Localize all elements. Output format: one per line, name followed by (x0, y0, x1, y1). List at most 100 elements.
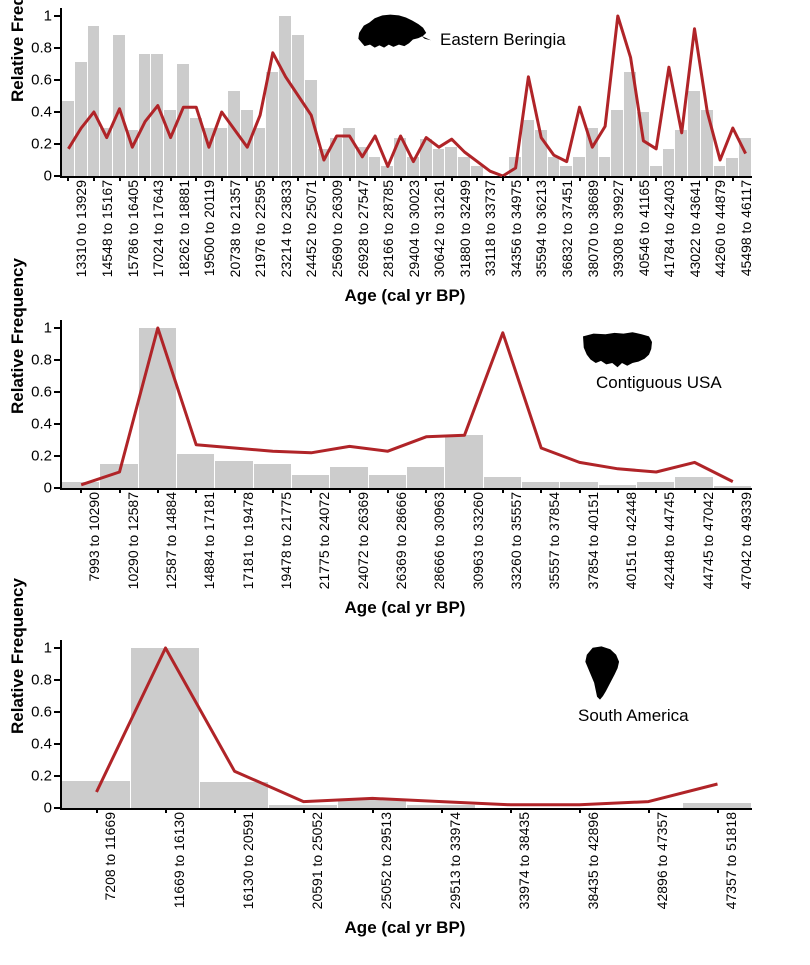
x-axis-title: Age (cal yr BP) (255, 286, 555, 306)
y-tick-mark (54, 807, 60, 809)
x-tick-label: 37854 to 40151 (586, 492, 600, 589)
x-tick-label: 40151 to 42448 (624, 492, 638, 589)
y-tick-label: 0.8 (31, 40, 52, 57)
x-tick-mark (502, 488, 504, 493)
x-tick-label: 45498 to 46117 (739, 180, 753, 276)
y-tick-mark (54, 391, 60, 393)
x-tick-mark (732, 488, 734, 493)
x-tick-label: 24452 to 25071 (304, 180, 318, 277)
y-tick-label: 0.4 (31, 104, 52, 121)
y-tick-label: 0.2 (31, 448, 52, 465)
y-tick-label: 0 (44, 480, 52, 497)
x-tick-label: 42448 to 44745 (662, 492, 676, 589)
y-tick-label: 0.6 (31, 704, 52, 721)
x-tick-label: 14884 to 17181 (202, 492, 216, 589)
x-tick-label: 26928 to 27547 (356, 180, 370, 277)
x-tick-mark (246, 176, 248, 181)
x-tick-mark (681, 176, 683, 181)
x-tick-label: 44260 to 44879 (713, 180, 727, 277)
y-tick-mark (54, 175, 60, 177)
usa-icon (580, 328, 655, 370)
x-tick-mark (694, 488, 696, 493)
y-tick-label: 0.4 (31, 736, 52, 753)
y-tick-label: 0.8 (31, 672, 52, 689)
x-tick-mark (93, 176, 95, 181)
x-tick-mark (706, 176, 708, 181)
x-tick-label: 20738 to 21357 (228, 180, 242, 277)
x-tick-label: 14548 to 15167 (100, 180, 114, 277)
x-tick-mark (119, 488, 121, 493)
x-tick-mark (502, 176, 504, 181)
x-tick-label: 18262 to 18881 (177, 180, 191, 277)
x-tick-label: 34356 to 34975 (509, 180, 523, 277)
y-tick-label: 0.2 (31, 768, 52, 785)
x-tick-mark (96, 808, 98, 813)
x-tick-label: 28166 to 28785 (381, 180, 395, 277)
x-tick-label: 28666 to 30963 (432, 492, 446, 589)
region-label: Contiguous USA (596, 373, 722, 393)
x-tick-label: 25052 to 29513 (379, 812, 393, 909)
x-tick-mark (617, 488, 619, 493)
y-tick-mark (54, 743, 60, 745)
x-tick-mark (441, 808, 443, 813)
x-axis-title: Age (cal yr BP) (255, 598, 555, 618)
x-tick-label: 15786 to 16405 (126, 180, 140, 277)
x-tick-label: 17024 to 17643 (151, 180, 165, 277)
y-axis-title: Relative Frequency (8, 82, 28, 102)
x-tick-label: 35557 to 37854 (547, 492, 561, 589)
x-tick-mark (540, 488, 542, 493)
x-tick-mark (67, 176, 69, 181)
x-tick-mark (323, 176, 325, 181)
x-tick-mark (648, 808, 650, 813)
x-tick-label: 36832 to 37451 (560, 180, 574, 277)
x-tick-label: 21775 to 24072 (317, 492, 331, 589)
y-tick-mark (54, 47, 60, 49)
y-tick-label: 0 (44, 800, 52, 817)
x-tick-label: 26369 to 28666 (394, 492, 408, 589)
x-tick-mark (717, 808, 719, 813)
region-label: Eastern Beringia (440, 30, 566, 50)
y-axis-title: Relative Frequency (8, 714, 28, 734)
x-axis-title: Age (cal yr BP) (255, 918, 555, 938)
x-tick-label: 47357 to 51818 (724, 812, 738, 909)
x-tick-mark (579, 176, 581, 181)
x-tick-mark (425, 176, 427, 181)
x-tick-mark (553, 176, 555, 181)
x-tick-label: 39308 to 39927 (611, 180, 625, 277)
x-tick-mark (272, 176, 274, 181)
x-tick-label: 7208 to 11669 (103, 812, 117, 901)
x-tick-label: 38435 to 42896 (586, 812, 600, 909)
x-tick-mark (234, 808, 236, 813)
page-root: 13310 to 1392914548 to 1516715786 to 164… (0, 0, 810, 965)
x-tick-label: 30642 to 31261 (432, 180, 446, 277)
x-tick-label: 21976 to 22595 (253, 180, 267, 277)
x-tick-mark (604, 176, 606, 181)
x-tick-label: 44745 to 47042 (701, 492, 715, 589)
x-tick-mark (195, 176, 197, 181)
y-tick-mark (54, 775, 60, 777)
x-tick-label: 19478 to 21775 (279, 492, 293, 589)
y-tick-mark (54, 15, 60, 17)
x-tick-mark (400, 176, 402, 181)
y-tick-label: 0.6 (31, 72, 52, 89)
x-tick-label: 29404 to 30023 (407, 180, 421, 277)
x-tick-mark (272, 488, 274, 493)
y-tick-mark (54, 423, 60, 425)
x-tick-label: 12587 to 14884 (164, 492, 178, 589)
x-tick-mark (80, 488, 82, 493)
x-tick-mark (451, 176, 453, 181)
x-tick-mark (119, 176, 121, 181)
x-tick-label: 33260 to 35557 (509, 492, 523, 589)
x-tick-mark (303, 808, 305, 813)
x-tick-mark (349, 176, 351, 181)
x-tick-mark (732, 176, 734, 181)
x-tick-label: 35594 to 36213 (534, 180, 548, 277)
x-tick-label: 17181 to 19478 (241, 492, 255, 589)
x-tick-label: 10290 to 12587 (126, 492, 140, 589)
x-tick-label: 41784 to 42403 (662, 180, 676, 277)
y-tick-mark (54, 327, 60, 329)
x-tick-mark (527, 176, 529, 181)
x-tick-mark (195, 488, 197, 493)
x-tick-mark (425, 488, 427, 493)
x-tick-label: 29513 to 33974 (448, 812, 462, 909)
